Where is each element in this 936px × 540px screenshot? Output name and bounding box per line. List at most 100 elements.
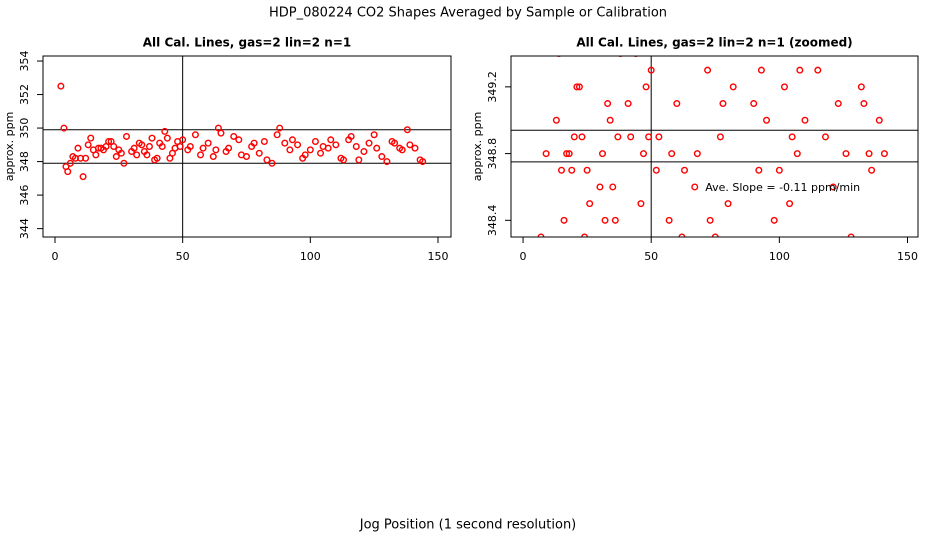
point: [655, 133, 663, 141]
point: [750, 100, 758, 108]
point: [411, 144, 419, 152]
point: [724, 200, 732, 208]
point: [807, 251, 813, 257]
point: [398, 146, 406, 154]
point: [64, 168, 72, 176]
point: [691, 183, 699, 191]
point: [347, 132, 355, 140]
point: [611, 216, 619, 224]
point: [324, 144, 332, 152]
point: [276, 124, 284, 132]
point: [573, 83, 581, 91]
point: [729, 83, 737, 91]
point: [548, 434, 554, 440]
point: [294, 141, 302, 149]
point: [352, 142, 360, 150]
point: [373, 144, 381, 152]
point: [391, 139, 399, 147]
point: [82, 154, 90, 162]
point: [138, 141, 146, 149]
x-tick-label: 50: [644, 250, 658, 263]
point: [419, 158, 427, 166]
point: [583, 166, 591, 174]
point: [281, 139, 289, 147]
point: [623, 251, 629, 257]
point: [568, 166, 576, 174]
point: [74, 144, 82, 152]
point: [578, 133, 586, 141]
x-tick-label: 0: [52, 250, 59, 263]
point: [301, 151, 309, 159]
chart-title: All Cal. Lines, gas=2 lin=2 n=1: [143, 36, 351, 50]
point: [716, 133, 724, 141]
point: [235, 136, 243, 144]
point: [191, 131, 199, 139]
point: [889, 284, 895, 290]
point: [536, 301, 542, 307]
panel: All Cal. Lines, gas=2 lin=2 n=1 (zoomed)…: [471, 36, 919, 440]
point: [531, 334, 537, 340]
point: [288, 136, 296, 144]
y-tick-label: 348: [18, 151, 31, 172]
point: [406, 141, 414, 149]
point: [546, 251, 552, 257]
point: [570, 133, 578, 141]
point: [857, 83, 865, 91]
point: [161, 127, 169, 135]
point: [763, 116, 771, 124]
point: [268, 159, 276, 167]
point: [133, 151, 141, 159]
chart-title: All Cal. Lines, gas=2 lin=2 n=1 (zoomed): [576, 36, 852, 50]
point: [620, 268, 626, 274]
point: [810, 268, 816, 274]
y-tick-label: 352: [18, 84, 31, 105]
point: [327, 136, 335, 144]
y-tick-label: 348.8: [486, 138, 499, 170]
point: [865, 150, 873, 158]
point: [834, 100, 842, 108]
point: [589, 301, 595, 307]
point: [332, 141, 340, 149]
point: [738, 301, 744, 307]
point: [668, 150, 676, 158]
point: [533, 384, 539, 390]
point: [601, 216, 609, 224]
point: [120, 159, 128, 167]
point: [565, 150, 573, 158]
point: [775, 166, 783, 174]
point: [887, 268, 893, 274]
point: [617, 56, 623, 57]
point: [143, 151, 151, 159]
annotation: Ave. Slope = -0.11 ppm/min: [705, 181, 860, 194]
point: [79, 173, 87, 181]
point: [273, 131, 281, 139]
panel: All Cal. Lines, gas=2 lin=2 n=1 approx. p…: [3, 36, 452, 263]
point: [263, 156, 271, 164]
point: [825, 268, 831, 274]
point: [842, 150, 850, 158]
point: [230, 132, 238, 140]
point: [645, 133, 653, 141]
point: [209, 153, 217, 161]
point: [673, 100, 681, 108]
point: [704, 66, 712, 74]
point: [788, 133, 796, 141]
point: [853, 284, 859, 290]
point: [403, 126, 411, 134]
point: [875, 116, 883, 124]
plot-area: [43, 56, 451, 237]
point: [652, 166, 660, 174]
point: [665, 216, 673, 224]
y-tick-label: 344: [18, 218, 31, 239]
point: [145, 142, 153, 150]
point: [204, 139, 212, 147]
point: [693, 150, 701, 158]
point: [860, 100, 868, 108]
y-tick-label: 354: [18, 51, 31, 72]
point: [286, 146, 294, 154]
point: [87, 134, 95, 142]
point: [306, 146, 314, 154]
point: [609, 183, 617, 191]
point: [786, 200, 794, 208]
